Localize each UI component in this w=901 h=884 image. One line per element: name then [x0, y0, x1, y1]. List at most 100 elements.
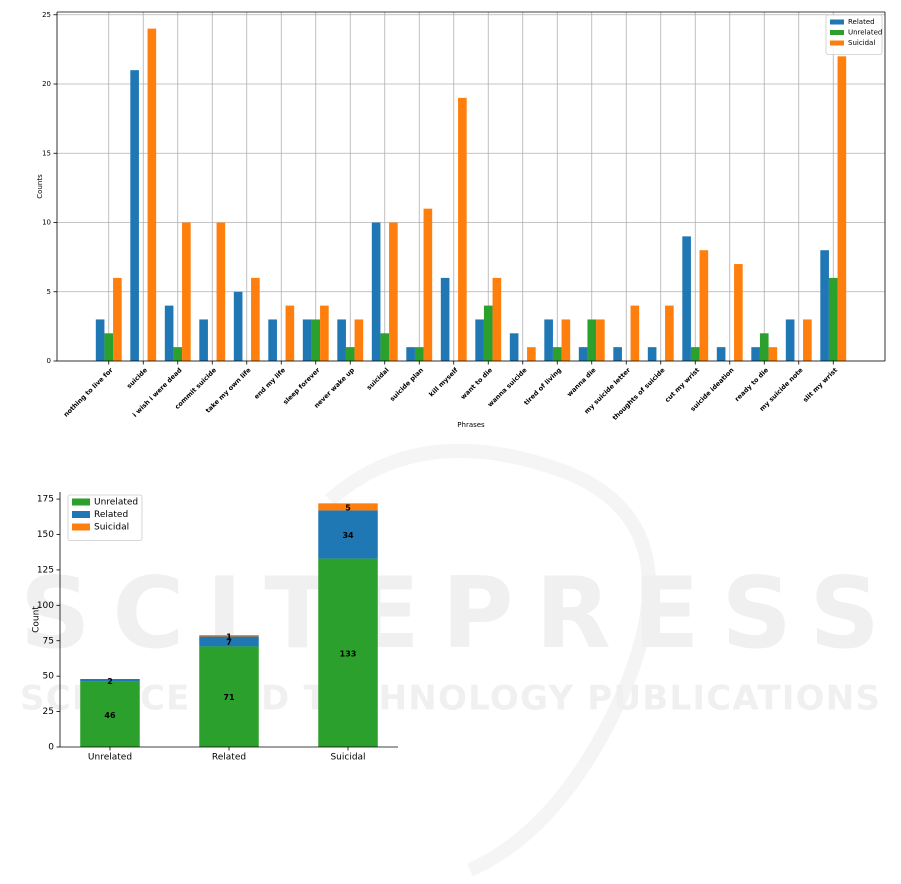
x-tick-label: Suicidal: [330, 753, 365, 763]
y-tick-label: 0: [48, 743, 54, 753]
bar: [182, 222, 191, 361]
x-tick-label: suicide: [125, 366, 149, 390]
bar: [803, 319, 812, 361]
x-tick-label: ready to die: [733, 366, 770, 403]
y-tick-label: 100: [37, 601, 54, 611]
bar: [130, 70, 139, 362]
value-label: 1: [226, 632, 232, 641]
bar: [475, 319, 484, 361]
x-tick-label: end my life: [252, 366, 287, 401]
bar: [509, 333, 519, 361]
bar: [682, 236, 691, 361]
bar: [233, 291, 243, 361]
bar: [414, 347, 424, 361]
y-tick-label: 50: [43, 672, 55, 682]
bar: [216, 222, 226, 361]
bar: [458, 97, 467, 361]
bar: [320, 305, 329, 361]
bar-segment: [199, 635, 259, 637]
x-tick-label: tired of living: [522, 366, 563, 407]
legend-swatch: [72, 498, 90, 506]
bar: [104, 333, 114, 361]
x-tick-label: kill myself: [427, 366, 459, 398]
watermark-tagline: SCIENCE AND TECHNOLOGY PUBLICATIONS: [20, 679, 880, 719]
bar: [199, 319, 208, 361]
legend-swatch: [830, 40, 844, 46]
bar: [552, 347, 562, 361]
y-tick-label: 5: [47, 288, 51, 296]
bar: [380, 333, 390, 361]
legend-label: Unrelated: [848, 29, 882, 37]
bar-segment: [318, 510, 378, 559]
value-label: 7: [226, 638, 232, 647]
y-tick-label: 20: [42, 80, 51, 88]
bar-segment: [80, 679, 140, 682]
bar: [785, 319, 795, 361]
bar: [95, 319, 105, 361]
y-tick-label: 25: [43, 707, 54, 717]
watermark: SCITEPRESS SCIENCE AND TECHNOLOGY PUBLIC…: [20, 443, 880, 877]
bar: [285, 305, 295, 361]
value-label: 34: [342, 531, 354, 540]
x-tick-label: cut my wrist: [663, 366, 701, 404]
legend-swatch: [830, 19, 844, 25]
x-tick-label: suicidal: [365, 366, 391, 392]
bar: [647, 347, 657, 361]
bar: [699, 250, 709, 361]
bar: [665, 305, 674, 361]
x-tick-label: suicide plan: [388, 366, 425, 403]
bar: [759, 333, 769, 361]
bar: [268, 319, 277, 361]
bar: [483, 305, 493, 361]
legend-swatch: [830, 30, 844, 35]
bar: [768, 347, 778, 361]
legend-label: Unrelated: [94, 498, 138, 508]
y-tick-label: 10: [42, 219, 51, 227]
x-tick-label: Related: [212, 753, 246, 763]
bar: [596, 319, 605, 361]
bar: [311, 319, 321, 361]
bar: [828, 277, 838, 361]
bar: [561, 319, 571, 361]
bar: [251, 277, 260, 361]
bar: [690, 347, 700, 361]
legend-label: Suicidal: [94, 523, 129, 533]
legend-label: Related: [94, 510, 128, 520]
bar-segment: [199, 646, 259, 747]
y-tick-label: 150: [37, 530, 54, 540]
bar: [389, 222, 398, 361]
bar: [837, 56, 847, 362]
bar: [440, 277, 450, 361]
x-axis-label: Phrases: [457, 421, 485, 429]
y-tick-label: 75: [43, 636, 54, 646]
bar: [337, 319, 346, 361]
y-tick-label: 25: [42, 11, 51, 19]
y-tick-label: 15: [42, 149, 51, 157]
bar: [544, 319, 553, 361]
bar: [147, 28, 157, 361]
bar: [345, 347, 355, 361]
bar: [716, 347, 726, 361]
x-tick-label: Unrelated: [88, 753, 132, 763]
bar-segment: [199, 636, 259, 647]
bar: [173, 347, 183, 361]
bar: [578, 347, 588, 361]
y-axis-label: Counts: [36, 174, 44, 199]
value-label: 46: [104, 711, 116, 720]
value-label: 2: [107, 677, 113, 686]
bar: [406, 347, 415, 361]
legend-swatch: [72, 511, 90, 518]
value-label: 71: [223, 693, 235, 702]
y-axis-label: Count: [32, 606, 42, 633]
watermark-brand: SCITEPRESS: [20, 557, 880, 671]
watermark-swoosh: [325, 443, 656, 877]
x-tick-label: nothing to live for: [62, 366, 115, 419]
bar: [527, 347, 536, 361]
bar: [613, 347, 622, 361]
value-label: 5: [345, 503, 351, 512]
bar: [751, 347, 760, 361]
bar-segment: [318, 558, 378, 747]
bar: [302, 319, 312, 361]
legend-swatch: [72, 523, 90, 531]
